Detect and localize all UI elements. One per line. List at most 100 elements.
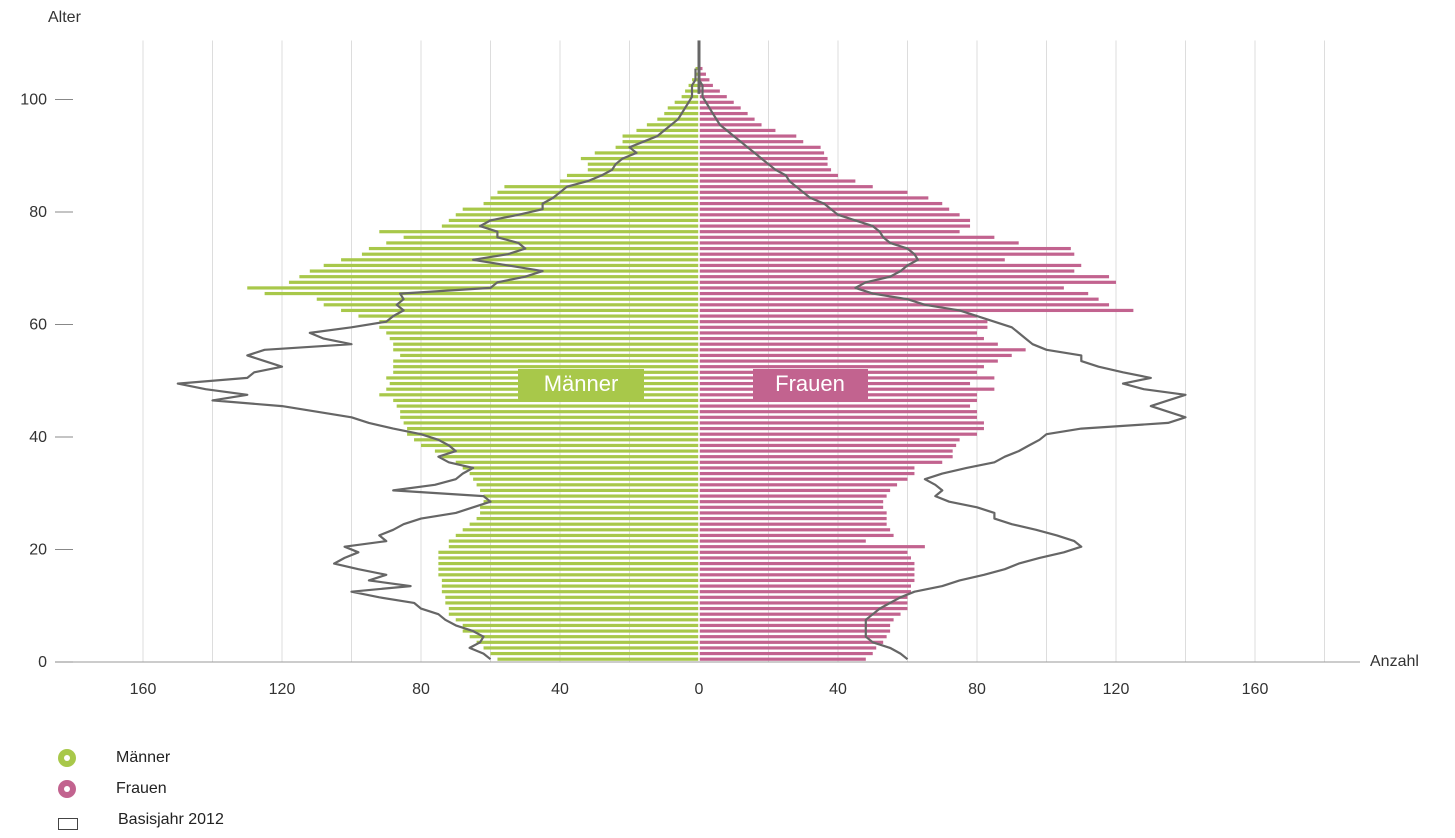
x-tick-label: 120: [1103, 681, 1130, 698]
bar-men: [674, 100, 699, 104]
bar-men: [462, 528, 699, 532]
bar-women: [699, 488, 891, 493]
bar-women: [699, 511, 887, 515]
bar-men: [476, 516, 699, 521]
bar-women: [699, 404, 971, 408]
bar-men: [407, 432, 699, 436]
bar-women: [699, 185, 873, 189]
bar-men: [393, 348, 699, 352]
bar-men: [476, 640, 699, 644]
bar-men: [403, 421, 699, 425]
bar-men: [389, 336, 699, 341]
bar-women: [699, 494, 887, 498]
bar-men: [393, 365, 699, 369]
legend-label-men: Männer: [116, 748, 171, 766]
bar-women: [699, 218, 971, 223]
bar-men: [469, 522, 699, 526]
bar-men: [379, 230, 699, 234]
bar-women: [699, 291, 1089, 296]
baseline-lines-layer: [176, 40, 1187, 661]
bar-women: [699, 550, 908, 554]
bar-women: [699, 623, 891, 628]
bar-men: [497, 657, 699, 661]
bar-women: [699, 241, 1019, 245]
series-labels: Männer Frauen: [518, 369, 868, 399]
bar-women: [699, 128, 776, 133]
bar-women: [699, 505, 884, 509]
bar-women: [699, 460, 943, 464]
x-tick-label: 80: [968, 681, 986, 698]
bar-men: [483, 500, 699, 504]
bar-women: [699, 252, 1075, 256]
bar-men: [455, 460, 699, 464]
y-tick-label: 80: [29, 204, 47, 221]
bar-men: [622, 134, 699, 138]
bar-women: [699, 145, 821, 149]
bar-women: [699, 601, 908, 605]
bar-men: [288, 280, 699, 284]
bar-men: [483, 646, 699, 650]
bar-women: [699, 117, 755, 121]
bar-women: [699, 297, 1099, 301]
bar-women: [699, 365, 984, 369]
bar-women: [699, 595, 908, 599]
bar-men: [379, 325, 699, 329]
bar-women: [699, 66, 703, 71]
bar-women: [699, 106, 741, 110]
bar-men: [476, 483, 699, 487]
bar-women: [699, 359, 998, 363]
bar-women: [699, 618, 894, 622]
bar-women: [699, 246, 1071, 251]
y-tick-label: 60: [29, 317, 47, 334]
bar-men: [594, 151, 699, 155]
bar-women: [699, 584, 911, 588]
bar-men: [695, 66, 699, 71]
bar-men: [560, 179, 699, 183]
bar-men: [462, 466, 699, 470]
bar-men: [441, 224, 699, 228]
bar-men: [316, 297, 699, 301]
legend: Männer Frauen Basisjahr 2012: [58, 742, 224, 835]
bar-women: [699, 629, 891, 633]
bar-women: [699, 196, 929, 200]
bar-men: [469, 471, 699, 476]
bar-men: [587, 168, 699, 172]
bar-men: [379, 320, 699, 324]
bar-women: [699, 567, 915, 571]
bar-men: [407, 426, 699, 431]
bar-women: [699, 410, 977, 414]
bar-women: [699, 573, 915, 577]
bar-men: [448, 218, 699, 223]
bar-men: [393, 359, 699, 363]
bar-men: [393, 342, 699, 346]
bar-men: [445, 601, 699, 605]
x-tick-label: 120: [269, 681, 296, 698]
bar-men: [445, 595, 699, 599]
bar-men: [480, 505, 699, 509]
bar-men: [462, 207, 699, 211]
bar-men: [341, 258, 699, 262]
bar-men: [386, 241, 699, 245]
bar-women: [699, 269, 1075, 273]
bar-women: [699, 235, 995, 239]
bar-men: [358, 314, 699, 318]
bar-women: [699, 477, 908, 481]
y-axis-title: Alter: [48, 9, 82, 26]
bar-women: [699, 320, 988, 324]
bar-women: [699, 303, 1110, 307]
bar-women: [699, 348, 1026, 352]
bar-men: [441, 578, 699, 583]
bar-women: [699, 449, 953, 453]
bar-women: [699, 162, 828, 166]
bar-women: [699, 207, 950, 211]
x-tick-label: 40: [829, 681, 847, 698]
bar-men: [299, 275, 699, 279]
bar-women: [699, 466, 915, 470]
bar-women: [699, 224, 971, 228]
bar-women: [699, 95, 727, 99]
bar-women: [699, 443, 957, 448]
bar-men: [469, 635, 699, 639]
bar-men: [480, 511, 699, 515]
bar-men: [438, 573, 699, 577]
